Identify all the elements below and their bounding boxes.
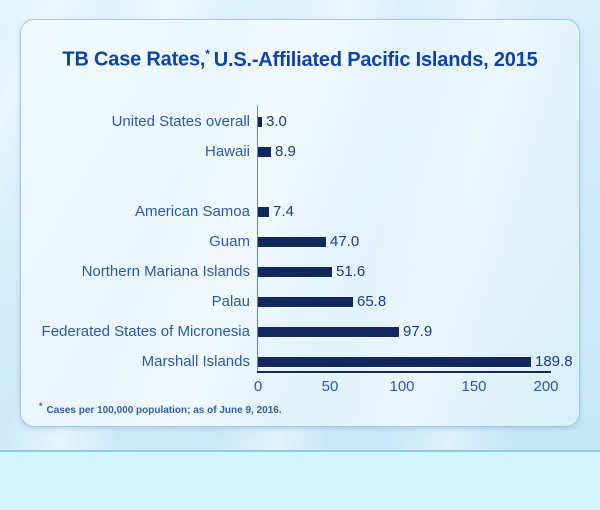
footnote: * Cases per 100,000 population; as of Jun… — [39, 401, 282, 416]
bar — [258, 207, 269, 217]
chart-title: TB Case Rates,* U.S.-Affiliated Pacific I… — [21, 47, 579, 72]
chart-title-asterisk: * — [205, 47, 210, 61]
category-label: Federated States of Micronesia — [41, 323, 250, 340]
value-label: 189.8 — [535, 353, 573, 370]
category-label: Guam — [209, 233, 250, 250]
footnote-asterisk: * — [39, 401, 43, 411]
chart-title-prefix: TB Case Rates, — [62, 48, 206, 71]
category-label: Hawaii — [204, 143, 250, 160]
category-label: Marshall Islands — [141, 353, 250, 370]
bottom-strip — [0, 450, 600, 510]
value-label: 8.9 — [275, 143, 296, 160]
bar — [258, 267, 332, 277]
x-tick-label: 200 — [533, 378, 559, 395]
bar — [258, 237, 326, 247]
x-axis-line — [257, 371, 551, 373]
value-label: 65.8 — [357, 293, 387, 310]
bar-chart-plot: United States overall 3.0 Hawaii 8.9 America… — [21, 20, 579, 426]
x-tick-label: 150 — [461, 378, 487, 395]
y-axis-line — [257, 106, 258, 372]
footnote-text: Cases per 100,000 population; as of June… — [46, 405, 282, 417]
x-tick-label: 50 — [321, 378, 339, 395]
bar — [258, 327, 399, 337]
category-label: Palau — [211, 293, 250, 310]
chart-title-suffix: U.S.-Affiliated Pacific Islands, 2015 — [213, 48, 538, 71]
chart-card: TB Case Rates,* U.S.-Affiliated Pacific I… — [20, 19, 580, 427]
value-label: 3.0 — [266, 113, 287, 130]
bar — [258, 297, 353, 307]
category-label: American Samoa — [134, 203, 250, 220]
value-label: 47.0 — [330, 233, 360, 250]
bar — [258, 117, 262, 127]
value-label: 51.6 — [336, 263, 366, 280]
bar — [258, 147, 271, 157]
category-label: United States overall — [111, 113, 250, 130]
x-tick-label: 0 — [253, 378, 263, 395]
x-tick-label: 100 — [389, 378, 415, 395]
category-label: Northern Mariana Islands — [81, 263, 250, 280]
value-label: 97.9 — [403, 323, 433, 340]
bar — [258, 357, 531, 367]
value-label: 7.4 — [273, 203, 294, 220]
